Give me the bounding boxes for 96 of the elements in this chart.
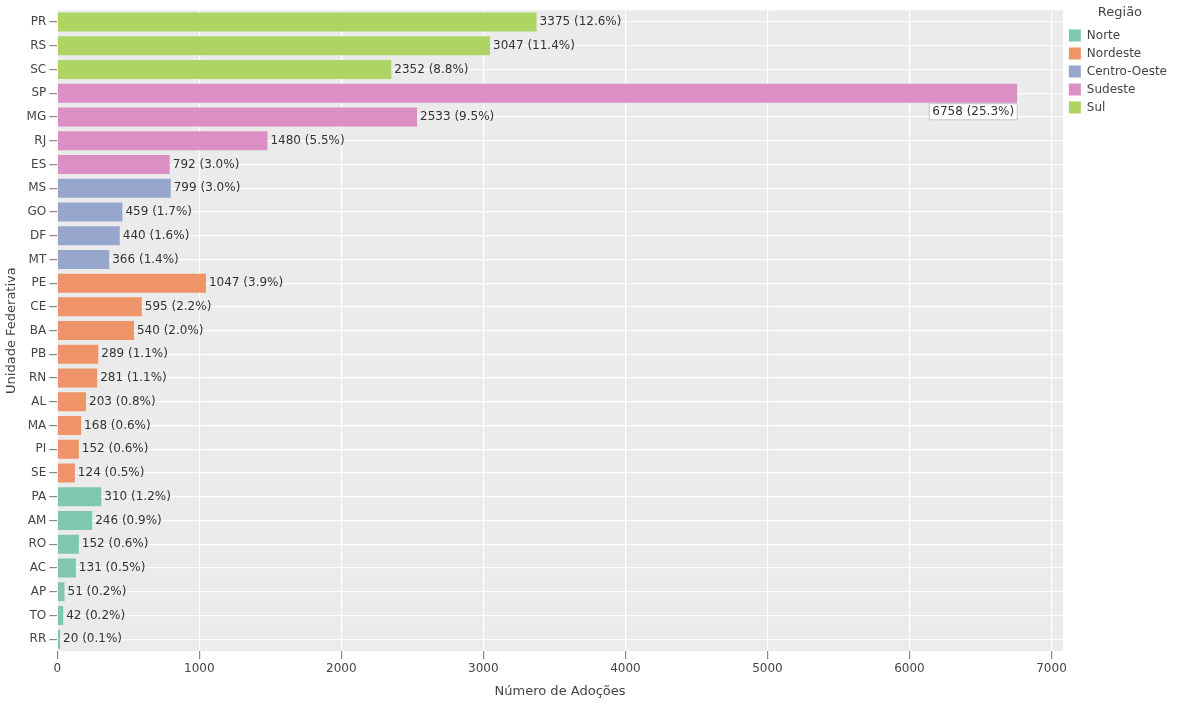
data-label: 281 (1.1%): [100, 370, 167, 385]
y-tick-label: MA: [27, 417, 48, 432]
bar: [57, 202, 123, 222]
y-tick-label: MS: [28, 180, 47, 195]
y-tick-label: RO: [28, 536, 47, 551]
legend-label: Nordeste: [1086, 45, 1142, 60]
bar: [57, 297, 142, 317]
y-axis-title: Unidade Federativa: [3, 267, 19, 394]
data-label: 131 (0.5%): [78, 560, 146, 575]
bar: [57, 226, 120, 246]
data-label: 2533 (9.5%): [420, 109, 495, 124]
x-tick-label: 1000: [184, 661, 215, 676]
data-label: 440 (1.6%): [122, 227, 190, 242]
data-label: 3047 (11.4%): [493, 37, 575, 52]
x-tick-label: 3000: [468, 661, 499, 676]
y-tick-label: AC: [29, 560, 47, 575]
bar: [57, 107, 418, 127]
data-label: 366 (1.4%): [112, 251, 179, 266]
x-tick-label: 2000: [326, 661, 357, 676]
bar: [57, 416, 82, 436]
legend-title: Região: [1097, 3, 1143, 19]
bar: [57, 154, 170, 174]
data-label: 595 (2.2%): [144, 298, 212, 313]
y-tick-label: RN: [28, 370, 47, 385]
y-tick-label: GO: [27, 204, 47, 219]
data-label: 2352 (8.8%): [394, 61, 469, 76]
data-label: 124 (0.5%): [77, 465, 145, 480]
bar: [57, 36, 491, 56]
data-label: 203 (0.8%): [89, 393, 156, 408]
y-tick-label: SC: [30, 61, 47, 76]
x-tick-label: 7000: [1036, 661, 1067, 676]
bar: [57, 463, 75, 483]
y-tick-label: PA: [31, 488, 48, 503]
bar: [57, 344, 99, 364]
y-tick-label: SP: [31, 85, 47, 100]
y-tick-label: RJ: [34, 132, 47, 147]
y-tick-label: AP: [30, 583, 47, 598]
x-axis-title: Número de Adoções: [494, 682, 626, 698]
bar: [57, 487, 102, 507]
data-label: 3375 (12.6%): [539, 14, 622, 29]
bar: [57, 131, 268, 151]
data-label: 792 (3.0%): [172, 156, 240, 171]
data-label: 540 (2.0%): [136, 322, 204, 337]
bar: [57, 12, 537, 32]
y-tick-label: SE: [31, 465, 47, 480]
data-label: 310 (1.2%): [104, 488, 171, 503]
bar: [57, 368, 98, 388]
legend-label: Sudeste: [1086, 81, 1136, 96]
bar: [57, 510, 93, 530]
bar: [57, 605, 64, 625]
data-label: 152 (0.6%): [81, 536, 149, 551]
data-label: 51 (0.2%): [67, 583, 127, 598]
y-tick-label: PB: [30, 346, 47, 361]
y-tick-label: AM: [27, 512, 47, 527]
data-label: 20 (0.1%): [63, 631, 123, 646]
y-tick-label: RS: [30, 37, 47, 52]
x-tick-label: 6000: [894, 661, 925, 676]
bar: [57, 321, 134, 341]
bar: [57, 439, 79, 459]
bar: [57, 392, 87, 412]
y-tick-label: ES: [31, 156, 47, 171]
y-tick-label: RR: [29, 631, 47, 646]
legend-label: Sul: [1086, 99, 1106, 114]
data-label: 152 (0.6%): [81, 441, 149, 456]
y-tick-label: PE: [31, 275, 47, 290]
data-label: 6758 (25.3%): [932, 103, 1015, 118]
data-label: 246 (0.9%): [95, 512, 162, 527]
y-tick-label: DF: [30, 227, 47, 242]
x-tick-label: 5000: [752, 661, 783, 676]
y-tick-label: BA: [29, 322, 48, 337]
data-label: 1047 (3.9%): [208, 275, 284, 290]
y-tick-label: PI: [35, 441, 47, 456]
bar: [57, 83, 1018, 103]
y-tick-label: PR: [30, 14, 47, 29]
data-label: 168 (0.6%): [84, 417, 151, 432]
bar: [57, 178, 171, 198]
data-label: 799 (3.0%): [173, 180, 241, 195]
bar: [57, 60, 392, 80]
x-tick-label: 0: [53, 661, 62, 676]
bar: [57, 534, 79, 554]
legend-label: Centro-Oeste: [1086, 63, 1167, 78]
y-tick-label: CE: [30, 298, 47, 313]
y-tick-label: AL: [31, 393, 47, 408]
data-label: 1480 (5.5%): [270, 132, 345, 147]
legend-label: Norte: [1086, 27, 1121, 42]
data-label: 289 (1.1%): [101, 346, 168, 361]
bar: [57, 249, 110, 269]
y-tick-label: TO: [28, 607, 47, 622]
x-tick-label: 4000: [610, 661, 641, 676]
bar: [57, 273, 206, 293]
bar: [57, 558, 76, 578]
y-tick-label: MT: [28, 251, 47, 266]
y-tick-label: MG: [26, 109, 47, 124]
data-label: 459 (1.7%): [125, 204, 193, 219]
data-label: 42 (0.2%): [66, 607, 126, 622]
bar: [57, 582, 65, 602]
